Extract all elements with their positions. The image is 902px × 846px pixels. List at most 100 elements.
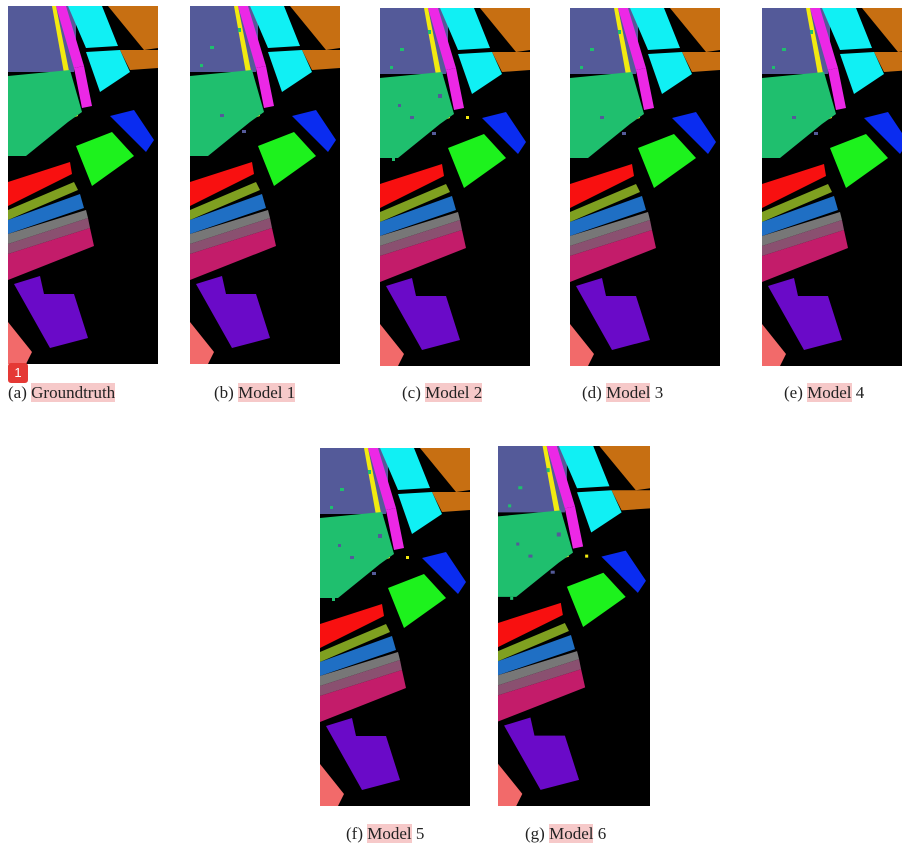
misclassified-speck (438, 94, 442, 98)
land-class-region-grayline (570, 212, 650, 246)
land-class-region-cyan (68, 6, 118, 48)
land-class-region-crimson (380, 230, 466, 282)
land-class-region-green (570, 72, 644, 158)
land-class-region-magenta (564, 506, 584, 549)
land-class-region-steelblue (8, 194, 84, 234)
misclassified-speck (618, 30, 621, 34)
land-class-region-blue (110, 110, 154, 152)
land-class-region-grayline (8, 210, 88, 244)
misclassified-speck (510, 596, 514, 600)
misclassified-speck (556, 532, 561, 537)
land-class-region-steelblue (570, 196, 646, 236)
misclassified-speck (372, 572, 376, 575)
land-class-region-crimson (320, 670, 406, 722)
misclassified-speck (518, 486, 523, 490)
land-class-region-lime (76, 132, 134, 186)
land-class-region-crimson (8, 228, 94, 280)
land-class-region-lime (388, 574, 446, 628)
land-class-region-cyan (648, 52, 692, 94)
land-class-region-magenta (256, 66, 274, 108)
land-class-region-lime (566, 572, 626, 628)
misclassified-speck (390, 66, 393, 69)
classification-map-groundtruth (8, 6, 158, 364)
land-class-region-salmon (8, 322, 32, 364)
land-class-region-violet (196, 276, 270, 348)
misclassified-speck (238, 28, 241, 32)
land-class-region-magenta (546, 446, 576, 509)
land-class-region-brown (682, 52, 720, 72)
misclassified-speck (810, 30, 813, 34)
land-class-region-mauve (762, 220, 844, 256)
land-class-region-grayline (498, 651, 580, 686)
land-class-region-steelblue (380, 196, 456, 236)
land-class-region-cyan (577, 490, 622, 533)
misclassified-speck (338, 544, 341, 547)
misclassified-speck (546, 468, 550, 473)
land-class-region-cyan (86, 50, 130, 92)
land-class-region-crimson (570, 230, 656, 282)
misclassified-speck (508, 504, 512, 508)
caption-a: (a) Groundtruth (8, 383, 116, 402)
land-class-region-red (190, 162, 254, 206)
land-class-region-cyan (398, 492, 442, 534)
land-class-region-green (190, 70, 264, 156)
misclassified-speck (432, 132, 436, 135)
land-class-region-red (762, 164, 826, 208)
land-class-region-cyan (250, 6, 300, 48)
land-class-region-cyan (268, 50, 312, 92)
caption-b: (b) Model 1 (214, 383, 296, 402)
land-class-region-cyan (822, 8, 872, 50)
land-class-region-brown (290, 6, 340, 50)
land-class-region-red (8, 162, 72, 206)
misclassified-speck (330, 506, 333, 509)
land-class-region-steelblue (498, 635, 576, 676)
land-class-region-blue (292, 110, 336, 152)
land-class-region-magenta (428, 8, 456, 70)
land-class-region-magenta (446, 68, 464, 110)
land-class-region-blue (422, 552, 466, 594)
land-class-region-violet (326, 718, 400, 790)
land-class-region-mauve (320, 660, 402, 696)
land-class-region-green (320, 512, 394, 598)
misclassified-speck (550, 570, 555, 574)
land-class-region-grayline (380, 212, 460, 246)
land-class-region-salmon (190, 322, 214, 364)
land-class-region-blue (601, 550, 646, 593)
land-class-region-cyan (558, 446, 610, 489)
land-class-region-mauve (190, 218, 272, 254)
land-class-region-brown (862, 8, 902, 52)
land-class-region-red (320, 604, 384, 648)
classification-map-model-2 (380, 8, 530, 366)
misclassified-speck (585, 554, 589, 558)
land-class-region-magenta (386, 508, 404, 550)
land-class-region-salmon (762, 324, 786, 366)
misclassified-speck (528, 554, 533, 558)
land-class-region-salmon (320, 764, 344, 806)
misclassified-speck (350, 556, 354, 559)
land-class-region-magenta (828, 68, 846, 110)
land-class-region-steelblue (762, 196, 838, 236)
misclassified-speck (772, 66, 775, 69)
misclassified-speck (516, 542, 520, 546)
land-class-region-olive (380, 184, 450, 222)
land-class-region-magenta (810, 8, 838, 70)
land-class-region-olive (190, 182, 260, 220)
land-class-region-brown (611, 490, 650, 511)
classification-map-model-3 (570, 8, 720, 366)
land-class-region-brown (874, 52, 902, 72)
land-class-region-violet (14, 276, 88, 348)
land-class-region-olive (570, 184, 640, 222)
land-class-region-green (8, 70, 82, 156)
land-class-region-mauve (380, 220, 462, 256)
land-class-region-brown (108, 6, 158, 50)
misclassified-speck (410, 116, 414, 119)
misclassified-speck (340, 488, 344, 491)
land-class-region-blue (482, 112, 526, 154)
misclassified-speck (622, 132, 626, 135)
misclassified-speck (580, 66, 583, 69)
land-class-region-lime (258, 132, 316, 186)
land-class-region-magenta (74, 66, 92, 108)
caption-f: (f) Model 5 (346, 824, 425, 843)
caption-g: (g) Model 6 (525, 824, 607, 843)
land-class-region-salmon (570, 324, 594, 366)
